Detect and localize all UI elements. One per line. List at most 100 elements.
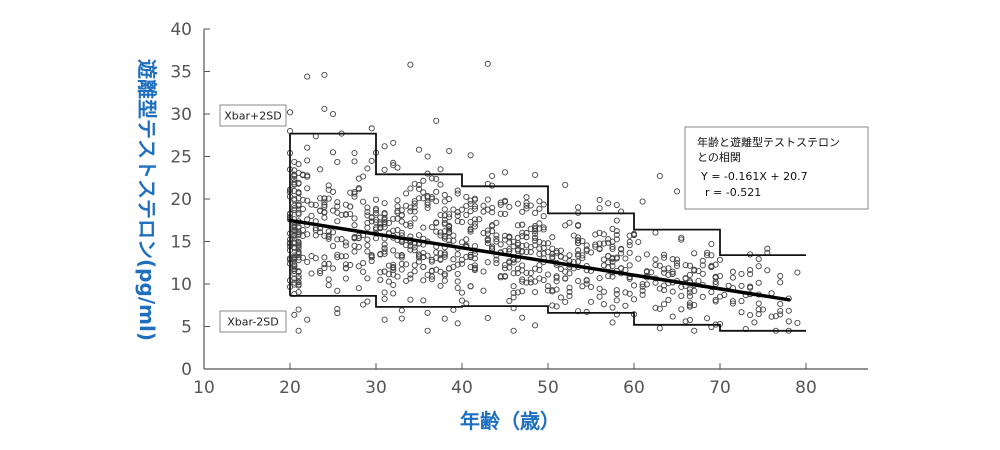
data-point bbox=[291, 171, 298, 179]
data-point bbox=[411, 268, 418, 275]
data-point bbox=[291, 265, 298, 273]
y-tick-label: 35 bbox=[170, 63, 192, 83]
data-point bbox=[686, 286, 693, 293]
data-point bbox=[295, 248, 302, 255]
x-tick-label: 10 bbox=[193, 378, 215, 398]
data-point bbox=[415, 232, 423, 239]
data-point bbox=[342, 239, 349, 246]
data-point bbox=[691, 327, 698, 334]
data-point bbox=[424, 271, 431, 278]
data-point bbox=[587, 283, 595, 291]
data-point bbox=[562, 181, 569, 188]
data-point bbox=[368, 254, 375, 261]
data-point bbox=[295, 268, 302, 276]
data-point bbox=[424, 327, 431, 334]
data-point bbox=[682, 275, 689, 282]
data-point bbox=[385, 219, 392, 227]
data-point bbox=[738, 270, 745, 277]
data-point bbox=[299, 232, 306, 240]
data-point bbox=[596, 285, 603, 292]
data-point bbox=[381, 166, 388, 173]
y-tick-label: 25 bbox=[170, 148, 192, 168]
data-point bbox=[291, 240, 298, 247]
data-point bbox=[437, 166, 444, 173]
data-point bbox=[514, 246, 521, 253]
data-point bbox=[626, 238, 633, 245]
data-point bbox=[643, 251, 650, 258]
data-point bbox=[691, 302, 698, 309]
data-point bbox=[506, 264, 513, 271]
data-point bbox=[463, 211, 470, 219]
data-point bbox=[321, 232, 328, 239]
data-point bbox=[291, 206, 298, 213]
data-point bbox=[686, 302, 693, 309]
data-point bbox=[652, 304, 659, 311]
data-point bbox=[428, 256, 435, 263]
data-point bbox=[596, 240, 603, 247]
data-point bbox=[467, 253, 474, 260]
data-point bbox=[420, 277, 427, 284]
data-point bbox=[777, 272, 784, 280]
data-point bbox=[596, 275, 603, 282]
data-point bbox=[540, 201, 547, 208]
data-point bbox=[338, 211, 345, 218]
data-point bbox=[437, 229, 444, 236]
data-point bbox=[626, 262, 633, 269]
data-point bbox=[295, 279, 302, 286]
y-tick-label: 40 bbox=[170, 20, 192, 40]
data-point bbox=[777, 311, 784, 318]
data-point bbox=[299, 254, 306, 261]
data-point bbox=[549, 302, 556, 309]
data-point bbox=[755, 255, 762, 263]
data-point bbox=[596, 293, 603, 300]
data-point bbox=[669, 268, 676, 275]
data-point bbox=[364, 275, 371, 282]
data-point bbox=[329, 265, 337, 272]
data-point bbox=[364, 219, 371, 226]
data-point bbox=[433, 228, 440, 235]
data-point bbox=[549, 234, 556, 241]
data-point bbox=[450, 206, 457, 213]
data-point bbox=[652, 256, 659, 263]
data-point bbox=[622, 255, 629, 262]
data-point bbox=[785, 318, 792, 325]
data-point bbox=[420, 224, 427, 231]
data-point bbox=[351, 222, 358, 229]
data-point bbox=[587, 298, 595, 305]
data-point bbox=[321, 261, 328, 268]
x-tick-label: 80 bbox=[795, 378, 817, 398]
data-point bbox=[729, 300, 736, 307]
data-point bbox=[441, 277, 448, 284]
data-point bbox=[390, 247, 397, 254]
data-point bbox=[656, 172, 663, 180]
data-point bbox=[596, 196, 603, 204]
data-point bbox=[519, 314, 526, 321]
data-point bbox=[355, 234, 362, 241]
data-point bbox=[519, 278, 526, 285]
data-point bbox=[519, 288, 526, 295]
data-point bbox=[768, 313, 775, 320]
data-point bbox=[385, 271, 392, 278]
data-point bbox=[291, 267, 298, 274]
data-point bbox=[411, 180, 418, 187]
data-point bbox=[661, 254, 668, 261]
data-point bbox=[407, 204, 414, 211]
data-point bbox=[441, 191, 448, 199]
data-point bbox=[394, 227, 401, 234]
data-point bbox=[708, 240, 715, 247]
y-tick-label: 10 bbox=[170, 275, 192, 295]
data-point bbox=[506, 239, 513, 246]
data-point bbox=[480, 202, 487, 209]
data-point bbox=[506, 246, 513, 253]
data-point bbox=[467, 264, 474, 271]
data-point bbox=[566, 252, 573, 259]
data-point bbox=[592, 241, 599, 248]
data-point bbox=[613, 217, 620, 224]
data-point bbox=[446, 265, 453, 272]
data-point bbox=[665, 271, 672, 278]
data-point bbox=[613, 227, 620, 235]
data-point bbox=[329, 229, 337, 236]
data-point bbox=[708, 262, 715, 269]
data-point bbox=[403, 242, 410, 249]
